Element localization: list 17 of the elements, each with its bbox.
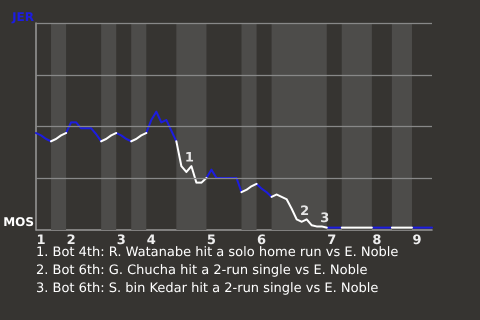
x-tick-label: 8 <box>372 233 382 248</box>
x-tick-label: 7 <box>327 233 336 248</box>
text: 2. Bot 6th: G. Chucha hit a 2-run single vs E. Noble <box>36 263 368 278</box>
annotation: 2 <box>300 204 310 219</box>
annotation: 1 <box>184 150 194 166</box>
text: 1. Bot 4th: R. Watanabe hit a solo home run vs E. Noble <box>36 245 398 260</box>
x-tick-label: 5 <box>206 233 216 248</box>
text: JER <box>11 10 34 24</box>
text: 3. Bot 6th: S. bin Kedar hit a 2-run single vs E. Noble <box>36 281 378 296</box>
annotation: 3 <box>320 210 330 226</box>
x-tick-label: 3 <box>116 233 126 248</box>
x-tick-label: 4 <box>146 233 156 248</box>
x-tick-label: 6 <box>257 233 266 248</box>
x-tick-label: 2 <box>66 233 76 248</box>
x-tick-label: 1 <box>36 233 46 248</box>
text: MOS <box>3 215 34 229</box>
x-tick-label: 9 <box>412 233 422 248</box>
